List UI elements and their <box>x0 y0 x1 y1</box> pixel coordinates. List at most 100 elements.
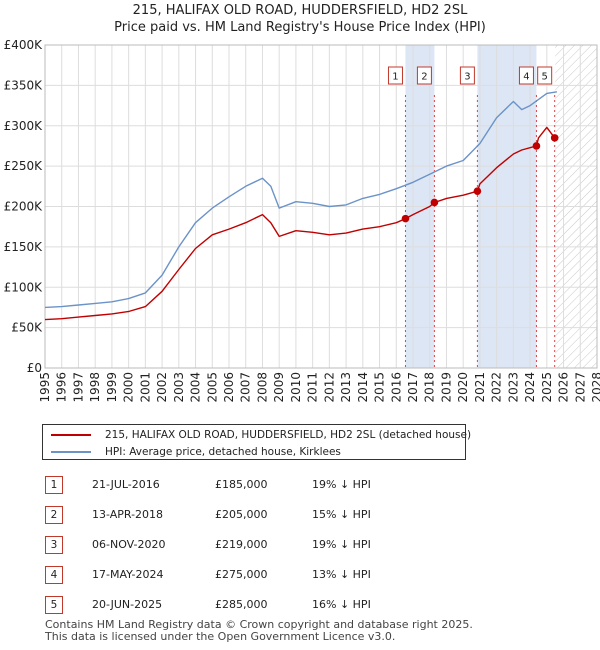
sale-number: 3 <box>45 536 63 554</box>
legend-hpi-swatch <box>51 451 91 453</box>
sale-row: 4 17-MAY-2024 £275,000 13% ↓ HPI <box>45 566 445 584</box>
sale-row: 2 13-APR-2018 £205,000 15% ↓ HPI <box>45 506 445 524</box>
x-tick-label: 2025 <box>540 372 554 403</box>
sale-point <box>430 198 439 207</box>
x-tick-label: 2000 <box>122 372 136 403</box>
x-tick-label: 2002 <box>155 372 169 403</box>
sale-price: £219,000 <box>215 538 268 551</box>
sale-point <box>473 187 482 195</box>
sale-hpi-diff: 19% ↓ HPI <box>312 478 371 491</box>
x-tick-label: 2021 <box>473 372 487 403</box>
y-tick-label: £50K <box>11 321 43 335</box>
x-tick-label: 2028 <box>590 372 600 403</box>
footer: Contains HM Land Registry data © Crown c… <box>45 619 473 643</box>
legend-price-label: 215, HALIFAX OLD ROAD, HUDDERSFIELD, HD2… <box>105 429 472 441</box>
legend-price-swatch <box>51 434 91 436</box>
sale-date: 17-MAY-2024 <box>92 568 164 581</box>
sale-marker-box <box>518 66 534 85</box>
x-tick-label: 1999 <box>105 372 119 403</box>
sale-date: 20-JUN-2025 <box>92 598 163 611</box>
y-tick-label: £250K <box>4 159 44 173</box>
sale-marker-box <box>459 66 475 85</box>
legend-item-hpi: HPI: Average price, detached house, Kirk… <box>51 444 341 460</box>
x-tick-label: 2014 <box>356 372 370 403</box>
sale-price: £285,000 <box>215 598 268 611</box>
sale-point <box>532 142 541 150</box>
sale-marker-label: 3 <box>464 72 470 83</box>
footer-copyright: Contains HM Land Registry data © Crown c… <box>45 618 473 631</box>
sale-point <box>550 134 559 142</box>
sale-hpi-diff: 16% ↓ HPI <box>312 598 371 611</box>
x-tick-label: 2009 <box>272 372 286 403</box>
legend-hpi-label: HPI: Average price, detached house, Kirk… <box>105 446 341 458</box>
x-tick-label: 2007 <box>239 372 253 403</box>
x-tick-label: 2016 <box>389 372 403 403</box>
x-tick-label: 2008 <box>255 372 269 403</box>
x-tick-label: 2026 <box>557 372 571 403</box>
sale-marker-box <box>537 66 553 85</box>
x-tick-label: 2017 <box>406 372 420 403</box>
sale-price: £205,000 <box>215 508 268 521</box>
sale-marker-label: 5 <box>541 72 547 83</box>
sale-hpi-diff: 13% ↓ HPI <box>312 568 371 581</box>
y-tick-label: £100K <box>4 280 44 294</box>
x-tick-label: 1996 <box>55 372 69 403</box>
chart-title-line1: 215, HALIFAX OLD ROAD, HUDDERSFIELD, HD2… <box>133 3 468 18</box>
sale-point <box>401 214 410 223</box>
sale-marker-label: 1 <box>392 72 398 83</box>
x-tick-label: 2001 <box>138 372 152 403</box>
sale-number: 1 <box>45 476 63 494</box>
y-tick-label: £400K <box>4 38 44 52</box>
y-tick-label: £200K <box>4 200 44 214</box>
x-tick-label: 2018 <box>423 372 437 403</box>
x-tick-label: 2006 <box>222 372 236 403</box>
x-tick-label: 2027 <box>573 372 587 403</box>
sale-row: 3 06-NOV-2020 £219,000 19% ↓ HPI <box>45 536 445 554</box>
y-tick-label: £350K <box>4 78 44 92</box>
price-paid-line <box>44 126 558 321</box>
sale-hpi-diff: 15% ↓ HPI <box>312 508 371 521</box>
x-tick-label: 2013 <box>339 372 353 403</box>
x-tick-label: 2019 <box>439 372 453 403</box>
sale-date: 21-JUL-2016 <box>92 478 160 491</box>
sale-date: 06-NOV-2020 <box>92 538 166 551</box>
x-tick-label: 1998 <box>88 372 102 403</box>
x-tick-label: 2004 <box>189 372 203 403</box>
x-tick-label: 2003 <box>172 372 186 403</box>
sale-number: 2 <box>45 506 63 524</box>
legend: 215, HALIFAX OLD ROAD, HUDDERSFIELD, HD2… <box>42 424 471 460</box>
plot-border <box>44 44 598 369</box>
y-tick-label: £150K <box>4 240 44 254</box>
sale-marker-label: 4 <box>523 72 529 83</box>
hpi-line <box>44 91 558 309</box>
sale-number: 5 <box>45 596 63 614</box>
legend-item-price: 215, HALIFAX OLD ROAD, HUDDERSFIELD, HD2… <box>51 427 471 443</box>
sale-price: £185,000 <box>215 478 268 491</box>
x-tick-label: 2010 <box>289 372 303 403</box>
sale-price: £275,000 <box>215 568 268 581</box>
sale-row: 5 20-JUN-2025 £285,000 16% ↓ HPI <box>45 596 445 614</box>
sale-hpi-diff: 19% ↓ HPI <box>312 538 371 551</box>
chart-title-line2: Price paid vs. HM Land Registry's House … <box>114 20 486 35</box>
x-tick-label: 2023 <box>506 372 520 403</box>
sale-number: 4 <box>45 566 63 584</box>
sale-marker-label: 2 <box>421 72 427 83</box>
sale-marker-box <box>387 66 403 85</box>
sale-row: 1 21-JUL-2016 £185,000 19% ↓ HPI <box>45 476 445 494</box>
y-tick-label: £300K <box>4 119 44 133</box>
sale-marker-box <box>416 66 432 85</box>
x-tick-label: 2012 <box>322 372 336 403</box>
x-tick-label: 2011 <box>306 372 320 403</box>
x-tick-label: 1997 <box>71 372 85 403</box>
sale-date: 13-APR-2018 <box>92 508 164 521</box>
footer-licence: This data is licensed under the Open Gov… <box>45 630 396 643</box>
y-tick-label: £0 <box>27 361 42 375</box>
chart: 215, HALIFAX OLD ROAD, HUDDERSFIELD, HD2… <box>4 3 600 403</box>
x-tick-label: 2015 <box>373 372 387 403</box>
x-tick-label: 2022 <box>490 372 504 403</box>
x-tick-label: 2020 <box>456 372 470 403</box>
x-tick-label: 2024 <box>523 372 537 403</box>
x-tick-label: 1995 <box>38 372 52 403</box>
plot-area: £0 £50K £100K £150K £200K £250K £300K £350K £400… <box>4 38 600 403</box>
x-tick-label: 2005 <box>205 372 219 403</box>
